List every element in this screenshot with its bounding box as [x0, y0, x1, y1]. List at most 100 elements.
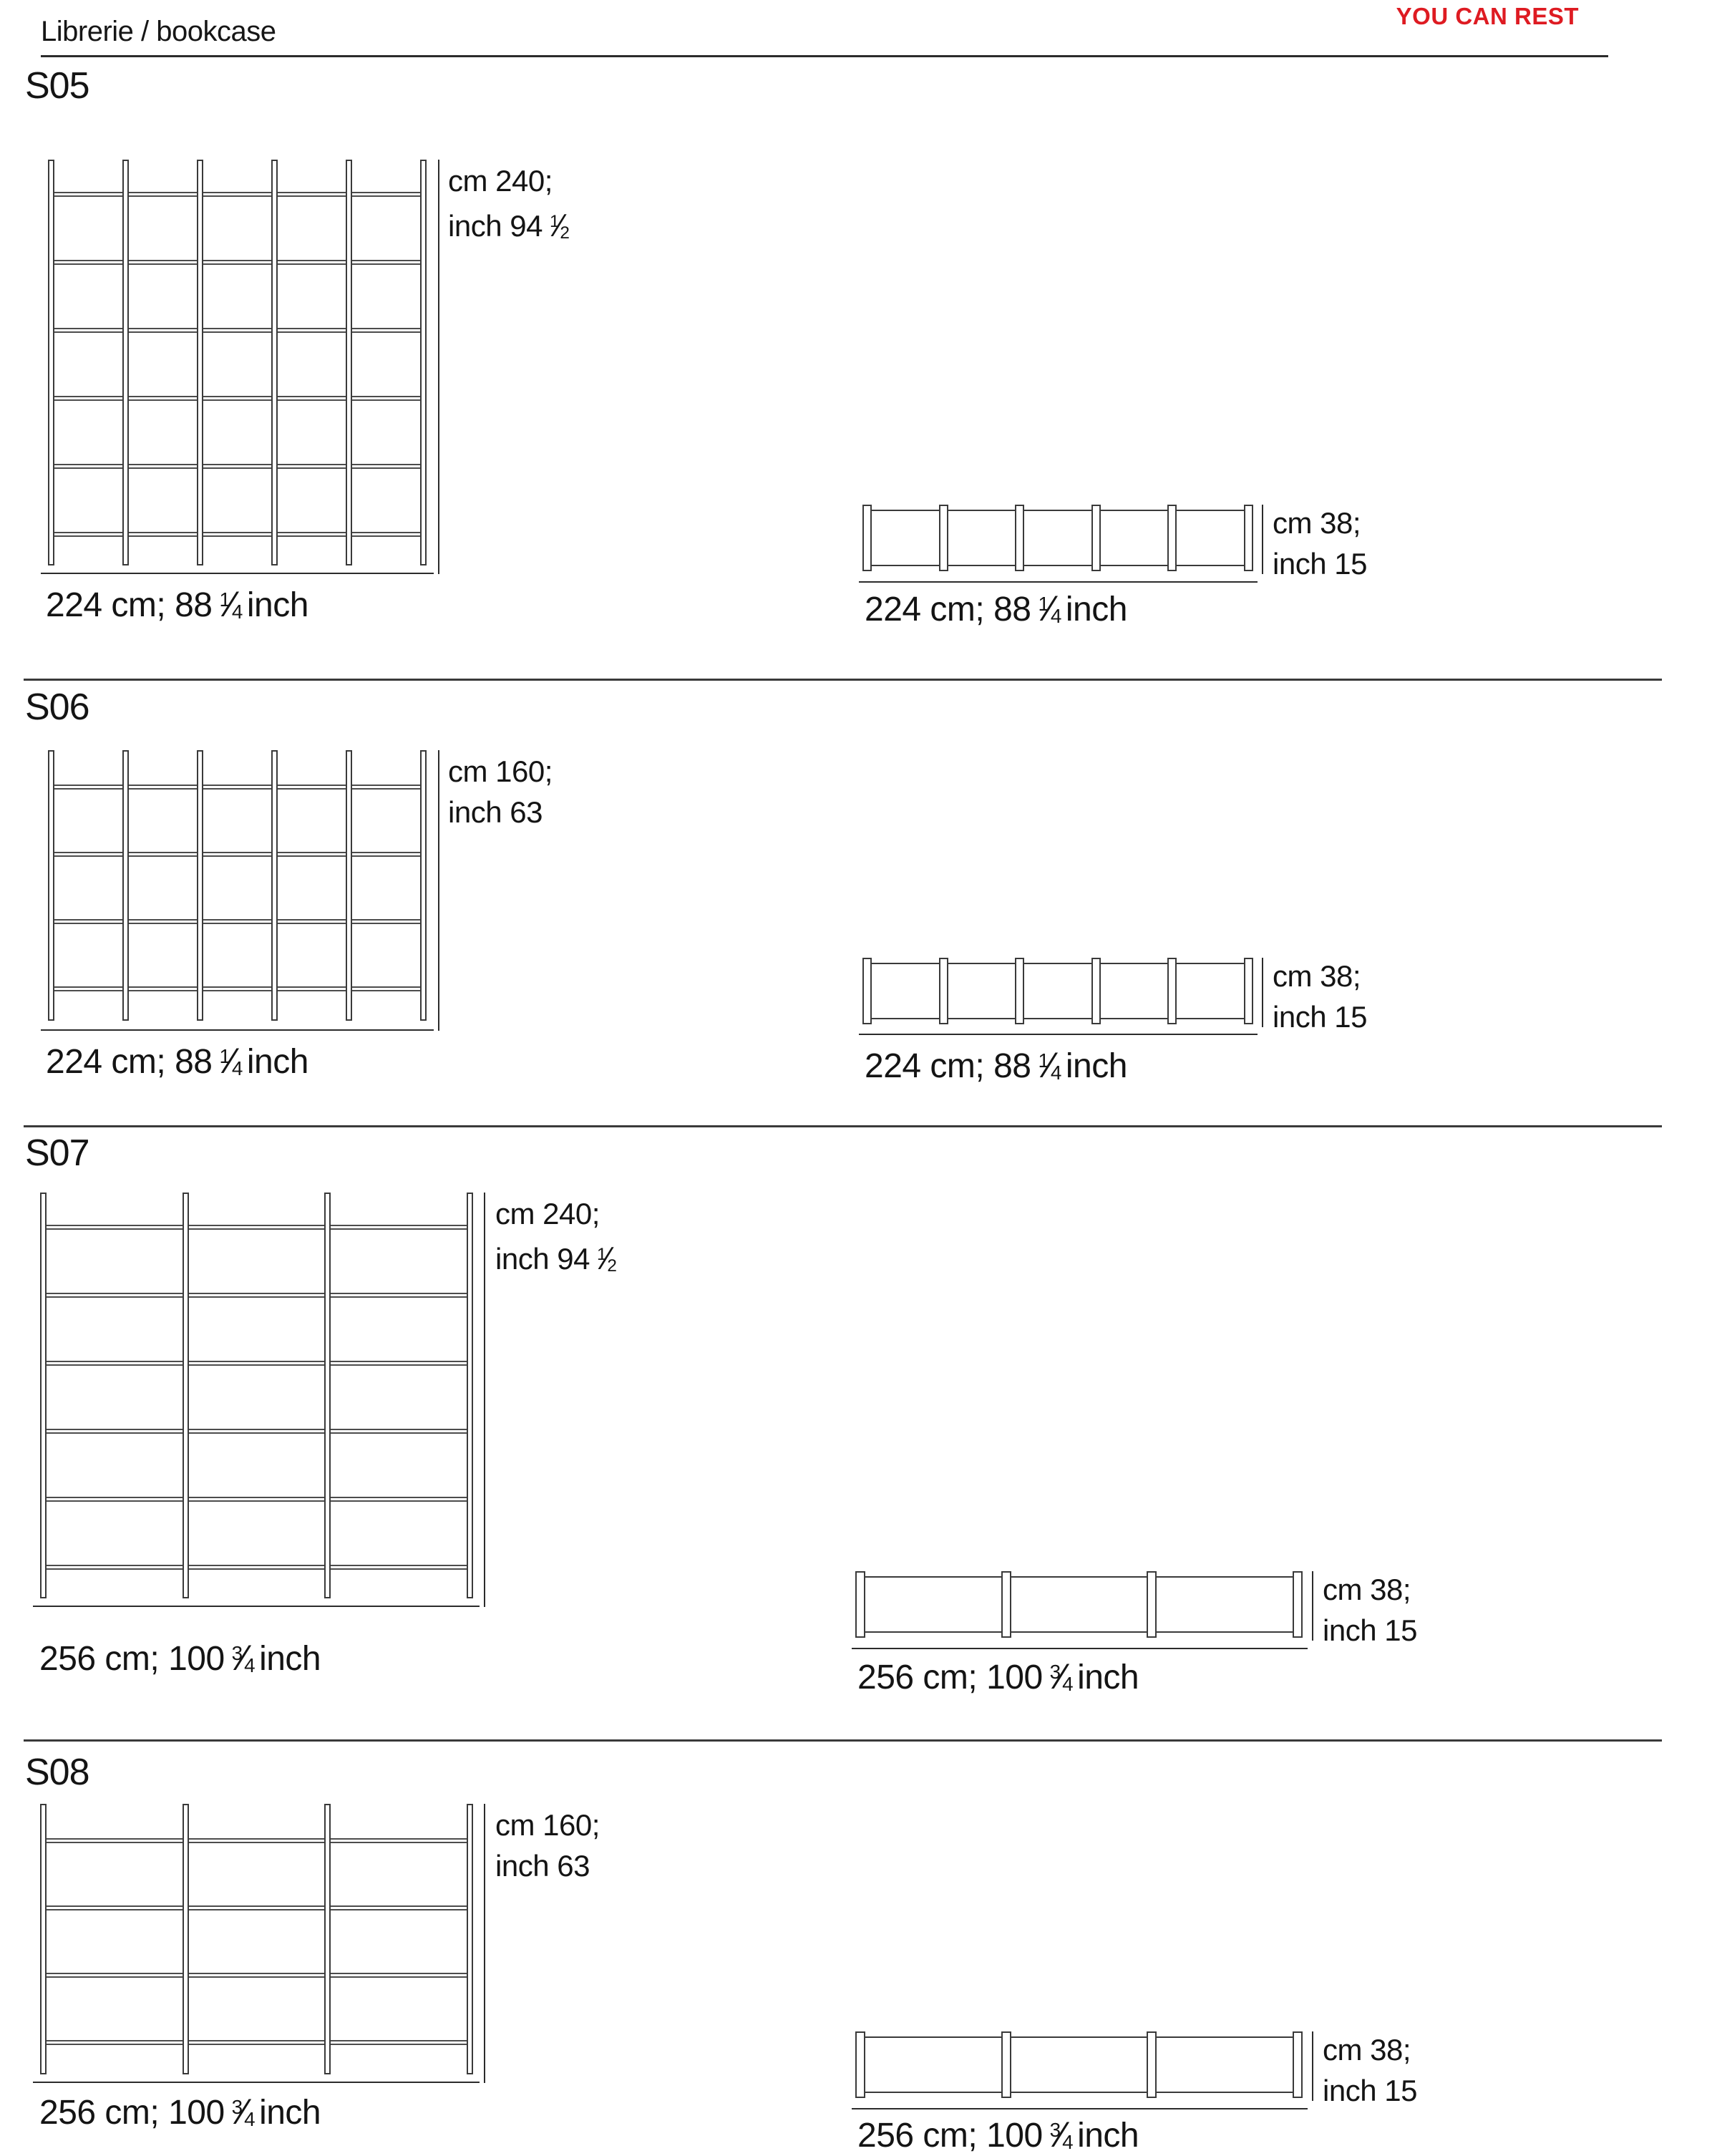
- brand-mark: YOU CAN REST: [1396, 3, 1579, 29]
- header-divider: [41, 55, 1608, 57]
- plan-rail-line: [862, 510, 1253, 511]
- dimension-inch-line: inch 15⁄: [1273, 1000, 1367, 1034]
- fraction-denominator: 4: [1062, 1673, 1074, 1696]
- fraction-slash: ⁄: [228, 583, 234, 624]
- height-dimension-label: cm 160; inch 63⁄: [495, 1805, 600, 1886]
- fraction: 1⁄4: [219, 583, 243, 624]
- width-dimension-label: 224 cm; 88 1⁄4 inch: [46, 583, 308, 625]
- upright-post: [40, 1193, 47, 1598]
- upright-post: [324, 1193, 331, 1598]
- width-dimension-label: 256 cm; 100 3⁄4 inch: [39, 2090, 321, 2132]
- dimension-inch-line: inch 63⁄: [495, 1849, 590, 1883]
- shelf-line: [49, 785, 426, 790]
- upright-post-top-view: [1015, 505, 1024, 571]
- shelf-line: [41, 1905, 472, 1910]
- plan-rail-line: [862, 963, 1253, 964]
- shelf-line: [49, 852, 426, 857]
- depth-dimension-label: cm 38; inch 15⁄: [1273, 502, 1367, 584]
- width-dimension-line: [41, 1029, 434, 1031]
- upright-post-top-view: [1001, 2031, 1011, 2098]
- upright-post-top-view: [1293, 1571, 1303, 1638]
- fraction-numerator: 1: [219, 588, 230, 611]
- dimension-cm-line: cm 160;: [495, 1808, 600, 1842]
- dimension-cm-line: cm 240;: [495, 1197, 600, 1230]
- fraction-slash: ⁄: [604, 1240, 610, 1276]
- width-value: 224 cm; 88: [865, 591, 1031, 628]
- upright-post: [467, 1193, 473, 1598]
- upright-post-top-view: [1147, 2031, 1157, 2098]
- upright-post-top-view: [1001, 1571, 1011, 1638]
- shelf-line: [49, 260, 426, 265]
- fraction-slash: ⁄: [1046, 588, 1053, 628]
- upright-post: [271, 750, 278, 1021]
- fraction-numerator: 1: [219, 1044, 230, 1067]
- depth-dimension-label: cm 38; inch 15⁄: [1323, 1569, 1417, 1651]
- upright-post-top-view: [1091, 958, 1101, 1024]
- upright-post-top-view: [862, 958, 872, 1024]
- fraction-denominator: 4: [1050, 1062, 1061, 1084]
- dimension-cm-line: cm 240;: [448, 164, 553, 198]
- upright-post-top-view: [1091, 505, 1101, 571]
- upright-post: [183, 1804, 189, 2074]
- upright-post: [183, 1193, 189, 1598]
- width-value: 224 cm; 88: [46, 1043, 213, 1081]
- upright-post-top-view: [855, 1571, 865, 1638]
- shelf-line: [41, 1838, 472, 1843]
- fraction-numerator: 3: [1049, 2118, 1061, 2141]
- upright-post: [324, 1804, 331, 2074]
- upright-post-top-view: [1244, 505, 1253, 571]
- fraction-numerator: 1: [1038, 592, 1049, 615]
- height-dimension-line: [484, 1804, 485, 2083]
- front-elevation-drawing: [40, 1804, 473, 2074]
- fraction: 1⁄4: [219, 1040, 243, 1081]
- upright-post: [420, 750, 427, 1021]
- dimension-cm-line: cm 38;: [1323, 1573, 1411, 1606]
- width-value: 256 cm; 100: [39, 2094, 225, 2132]
- width-unit: inch: [1065, 591, 1128, 628]
- fraction: 1⁄2: [597, 1240, 617, 1276]
- fraction-denominator: 4: [1050, 605, 1061, 628]
- dimension-inch-line: inch 63⁄: [448, 795, 543, 829]
- shelf-line: [49, 192, 426, 197]
- upright-post-top-view: [1167, 958, 1177, 1024]
- upright-post: [122, 160, 129, 565]
- shelf-line: [41, 1293, 472, 1298]
- shelf-line: [41, 1429, 472, 1434]
- width-unit: inch: [246, 1043, 309, 1081]
- height-dimension-label: cm 240; inch 94 1⁄2: [495, 1193, 621, 1286]
- upright-post: [197, 160, 203, 565]
- plan-rail-line: [862, 1018, 1253, 1019]
- dimension-inch-line: inch 94 1⁄2: [495, 1240, 617, 1276]
- upright-post-top-view: [939, 505, 948, 571]
- shelf-line: [49, 532, 426, 537]
- upright-post: [346, 160, 352, 565]
- upright-post: [40, 1804, 47, 2074]
- section-divider: [24, 1739, 1662, 1742]
- upright-post-top-view: [1015, 958, 1024, 1024]
- width-dimension-line: [859, 1034, 1258, 1035]
- fraction: 1⁄4: [1038, 1044, 1061, 1085]
- width-dimension-line: [41, 573, 434, 574]
- fraction-slash: ⁄: [1046, 1044, 1053, 1085]
- upright-post: [197, 750, 203, 1021]
- width-unit: inch: [1077, 1659, 1139, 1696]
- fraction: 1⁄4: [1038, 588, 1061, 628]
- model-name: S05: [25, 65, 90, 107]
- width-value: 256 cm; 100: [857, 1659, 1043, 1696]
- upright-post: [48, 750, 54, 1021]
- fraction: 1⁄2: [550, 208, 570, 243]
- front-elevation-drawing: [48, 750, 427, 1021]
- upright-post-top-view: [939, 958, 948, 1024]
- fraction-denominator: 4: [231, 601, 243, 623]
- plan-rail-line: [862, 565, 1253, 566]
- depth-dimension-line: [1262, 958, 1263, 1027]
- shelf-line: [49, 396, 426, 401]
- front-elevation-drawing: [48, 160, 427, 565]
- width-dimension-line: [859, 581, 1258, 583]
- section-divider: [24, 1125, 1662, 1127]
- shelf-line: [49, 464, 426, 469]
- model-name: S08: [25, 1752, 90, 1793]
- width-value: 256 cm; 100: [857, 2117, 1043, 2155]
- fraction-denominator: 4: [1062, 2131, 1074, 2154]
- fraction-numerator: 1: [1038, 1049, 1049, 1072]
